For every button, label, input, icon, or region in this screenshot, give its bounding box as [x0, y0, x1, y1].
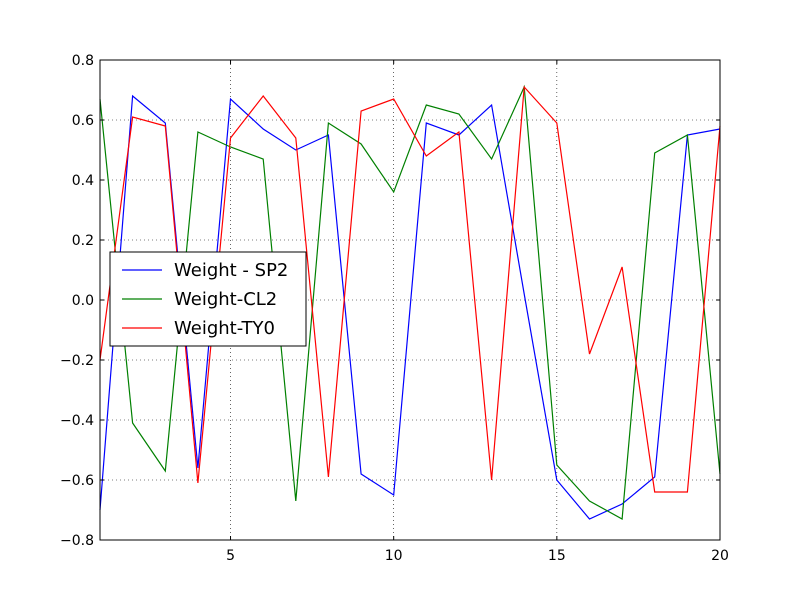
series-line-3	[99, 85, 721, 493]
x-tick-label: 5	[226, 548, 235, 564]
y-tick-label: −0.2	[60, 353, 94, 369]
x-tick-label: 10	[385, 548, 403, 564]
y-tick-label: −0.6	[60, 473, 94, 489]
legend: Weight - SP2 Weight-CL2 Weight-TY0	[109, 251, 307, 347]
legend-label: Weight-CL2	[174, 289, 277, 310]
series-line-2	[99, 84, 721, 520]
y-tick-label: −0.8	[60, 533, 94, 549]
y-tick-label: 0.2	[72, 233, 94, 249]
x-tick-label: 15	[548, 548, 566, 564]
legend-label: Weight-TY0	[174, 318, 275, 339]
y-tick-label: 0.0	[72, 293, 94, 309]
y-tick-label: 0.8	[72, 53, 94, 69]
x-tick-label: 20	[711, 548, 729, 564]
series-lines	[99, 84, 721, 520]
legend-label: Weight - SP2	[174, 260, 288, 281]
y-tick-label: 0.4	[72, 173, 94, 189]
y-tick-label: −0.4	[60, 413, 94, 429]
series-line-1	[99, 94, 721, 520]
axis-ticks: 5 10 15 20 −0.8 −0.6 −0.4 −0.2 0.0 0.2 0.4 0.6 0.8	[60, 53, 729, 564]
y-tick-label: 0.6	[72, 113, 94, 129]
